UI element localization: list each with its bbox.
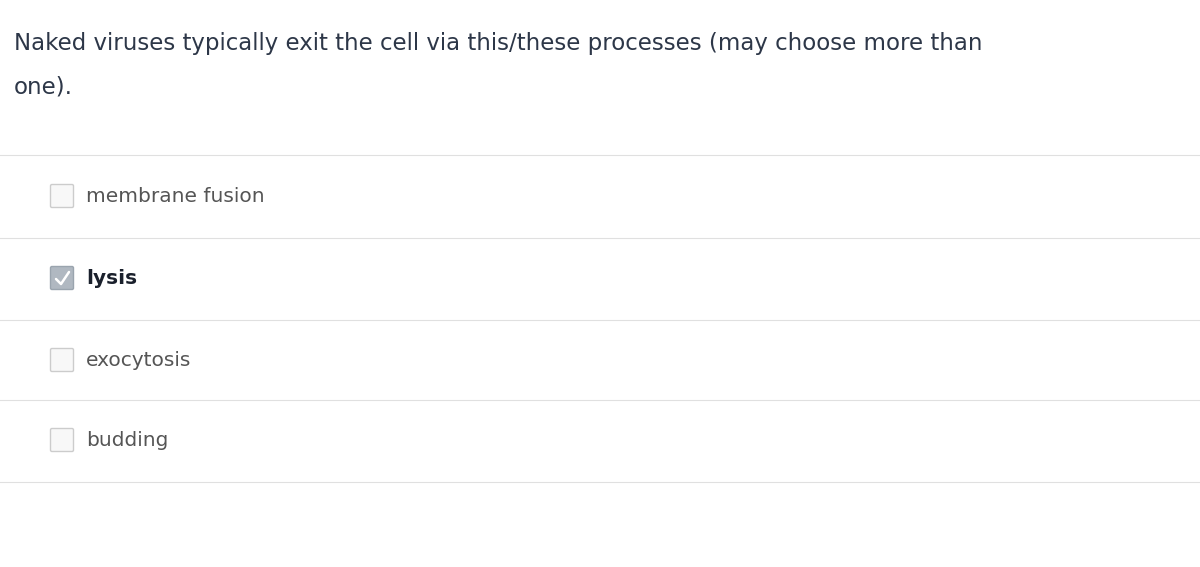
Text: exocytosis: exocytosis bbox=[86, 350, 191, 370]
Text: one).: one). bbox=[14, 75, 73, 98]
Text: budding: budding bbox=[86, 430, 168, 450]
Text: lysis: lysis bbox=[86, 269, 137, 287]
FancyBboxPatch shape bbox=[50, 349, 73, 371]
FancyBboxPatch shape bbox=[50, 184, 73, 208]
Text: membrane fusion: membrane fusion bbox=[86, 187, 265, 205]
FancyBboxPatch shape bbox=[50, 429, 73, 451]
Text: Naked viruses typically exit the cell via this/these processes (may choose more : Naked viruses typically exit the cell vi… bbox=[14, 32, 983, 55]
FancyBboxPatch shape bbox=[50, 266, 73, 290]
